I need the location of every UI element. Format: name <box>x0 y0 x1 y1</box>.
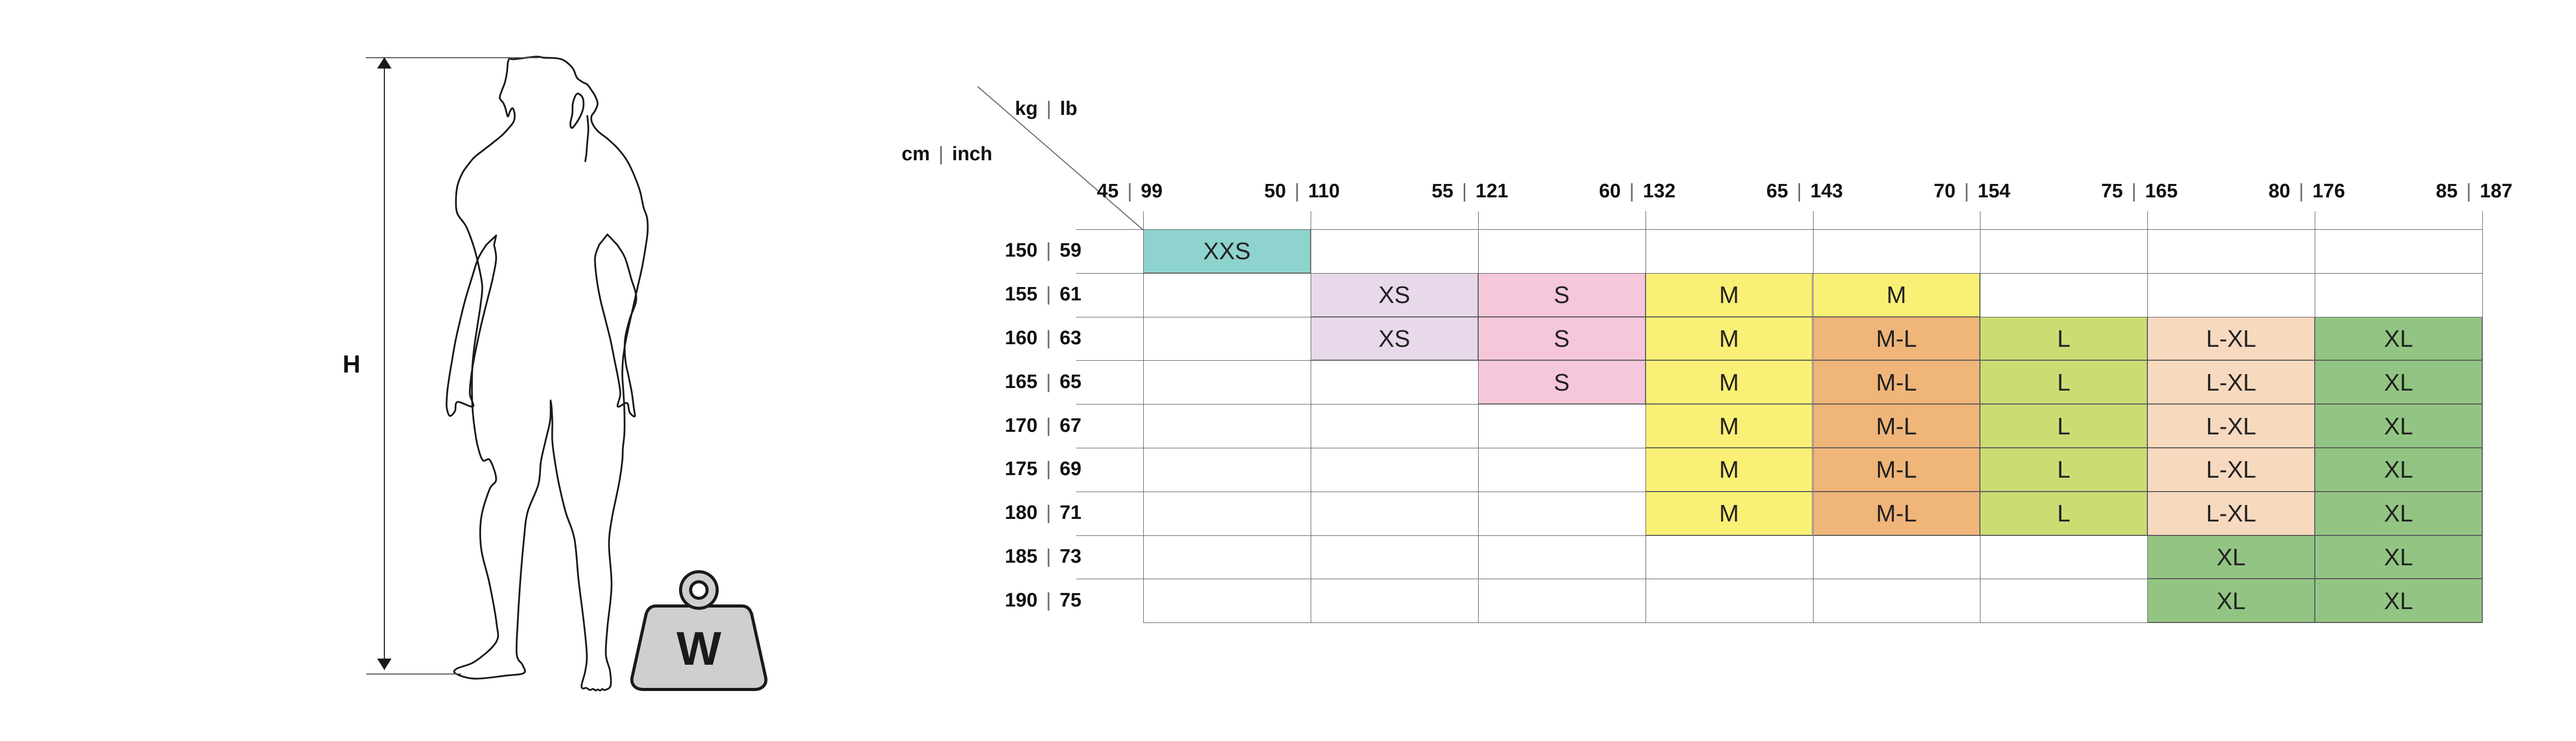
svg-text:W: W <box>676 622 721 675</box>
